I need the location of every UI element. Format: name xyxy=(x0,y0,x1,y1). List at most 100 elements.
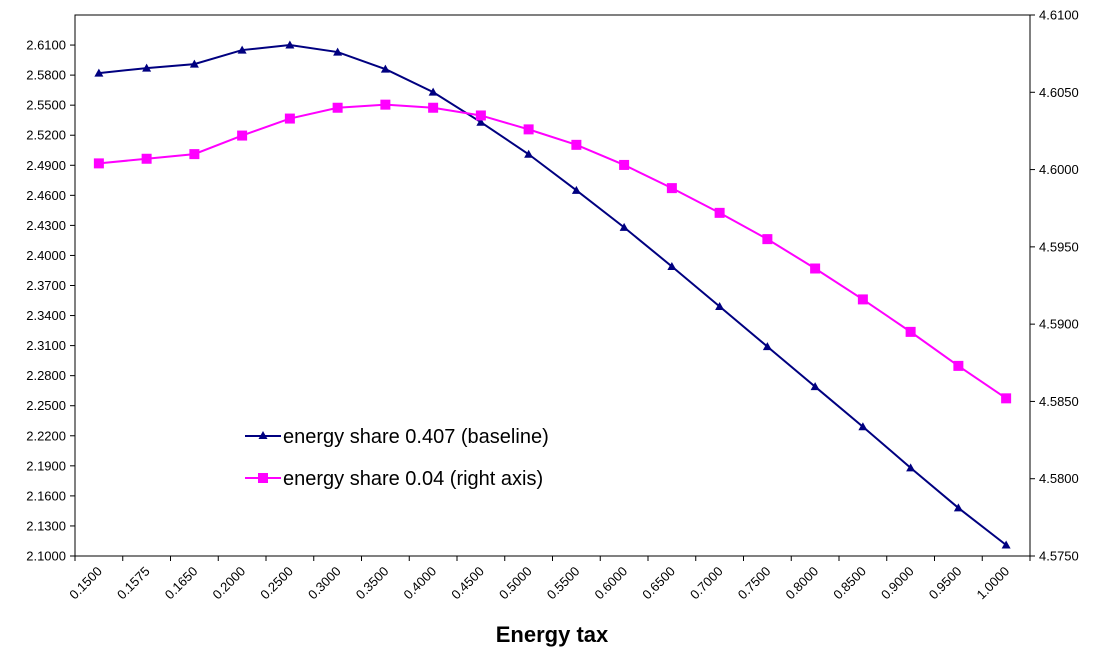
data-point-right-axis xyxy=(571,139,582,150)
data-point-right-axis xyxy=(428,102,439,113)
data-point-baseline xyxy=(142,63,152,72)
left-y-tick-label: 2.1600 xyxy=(26,488,66,503)
left-y-tick-label: 2.5200 xyxy=(26,128,66,143)
x-tick-label: 0.5500 xyxy=(544,564,583,603)
x-tick-label: 0.4500 xyxy=(448,564,487,603)
legend: energy share 0.407 (baseline) energy sha… xyxy=(245,426,549,490)
data-point-right-axis xyxy=(857,294,868,305)
data-point-baseline xyxy=(1001,540,1011,549)
data-point-right-axis xyxy=(714,207,725,218)
x-axis: 0.1500 0.1575 0.1650 0.2000 0.2500 0.3000 0.35… xyxy=(66,556,1031,603)
x-tick-label: 0.2500 xyxy=(257,564,296,603)
left-y-tick-label: 2.2200 xyxy=(26,428,66,443)
x-tick-label: 0.8500 xyxy=(830,564,869,603)
data-point-baseline xyxy=(858,422,868,431)
left-y-tick-label: 2.4600 xyxy=(26,188,66,203)
x-tick-label: 0.2000 xyxy=(210,564,249,603)
left-y-tick-label: 2.4900 xyxy=(26,158,66,173)
data-point-right-axis xyxy=(141,153,152,164)
data-point-right-axis xyxy=(810,263,821,274)
left-y-tick-label: 2.5500 xyxy=(26,98,66,113)
left-y-tick-label: 2.4000 xyxy=(26,248,66,263)
left-y-tick-label: 2.1300 xyxy=(26,518,66,533)
left-y-tick-label: 2.5800 xyxy=(26,68,66,83)
data-point-baseline xyxy=(94,68,104,77)
data-point-baseline xyxy=(619,222,629,231)
x-tick-label: 0.6500 xyxy=(639,564,678,603)
legend-marker-square xyxy=(258,473,268,483)
right-y-tick-label: 4.6000 xyxy=(1039,162,1079,177)
right-y-tick-label: 4.6100 xyxy=(1039,8,1079,23)
data-point-right-axis xyxy=(619,159,630,170)
x-tick-label: 1.0000 xyxy=(974,564,1013,603)
x-tick-label: 0.9000 xyxy=(878,564,917,603)
data-point-right-axis xyxy=(380,99,391,110)
right-y-tick-label: 4.5850 xyxy=(1039,394,1079,409)
right-y-tick-label: 4.5900 xyxy=(1039,317,1079,332)
x-tick-label: 0.4000 xyxy=(401,564,440,603)
x-axis-title: Energy tax xyxy=(496,622,609,647)
data-point-right-axis xyxy=(237,130,248,141)
right-y-tick-label: 4.5950 xyxy=(1039,239,1079,254)
left-y-tick-label: 2.3400 xyxy=(26,308,66,323)
data-point-baseline xyxy=(189,59,199,68)
data-point-baseline xyxy=(762,342,772,351)
data-point-baseline xyxy=(715,302,725,311)
x-tick-label: 0.8000 xyxy=(783,564,822,603)
x-tick-label: 0.1575 xyxy=(114,564,153,603)
data-point-right-axis xyxy=(475,110,486,121)
data-point-right-axis xyxy=(762,234,773,245)
x-tick-label: 0.7000 xyxy=(687,564,726,603)
data-point-right-axis xyxy=(189,149,200,160)
right-y-tick-label: 4.6050 xyxy=(1039,85,1079,100)
data-point-right-axis xyxy=(332,102,343,113)
left-y-tick-label: 2.3100 xyxy=(26,338,66,353)
series-line-right-axis xyxy=(98,103,1007,400)
left-y-tick-label: 2.4300 xyxy=(26,218,66,233)
data-point-baseline xyxy=(428,87,438,96)
x-tick-label: 0.3000 xyxy=(305,564,344,603)
x-tick-label: 0.3500 xyxy=(353,564,392,603)
legend-marker-triangle xyxy=(258,431,268,439)
data-point-right-axis xyxy=(93,158,104,169)
x-tick-label: 0.1650 xyxy=(162,564,201,603)
data-point-right-axis xyxy=(953,360,964,371)
data-point-right-axis xyxy=(523,124,534,135)
data-point-baseline xyxy=(380,64,390,73)
data-point-baseline xyxy=(333,47,343,56)
left-y-tick-label: 2.2500 xyxy=(26,398,66,413)
data-point-right-axis xyxy=(905,326,916,337)
x-tick-label: 0.6000 xyxy=(592,564,631,603)
data-point-baseline xyxy=(667,261,677,270)
data-point-baseline xyxy=(810,382,820,391)
x-tick-label: 0.7500 xyxy=(735,564,774,603)
x-tick-label: 0.5000 xyxy=(496,564,535,603)
left-y-tick-label: 2.1900 xyxy=(26,458,66,473)
x-tick-label: 0.1500 xyxy=(66,564,105,603)
data-point-right-axis xyxy=(666,183,677,194)
legend-label-right-axis: energy share 0.04 (right axis) xyxy=(283,468,543,490)
data-point-baseline xyxy=(571,185,581,194)
right-y-tick-label: 4.5800 xyxy=(1039,471,1079,486)
legend-label-baseline: energy share 0.407 (baseline) xyxy=(283,426,549,448)
left-y-tick-label: 2.6100 xyxy=(26,38,66,53)
data-point-baseline xyxy=(524,149,534,158)
data-point-baseline xyxy=(237,45,247,54)
data-point-right-axis xyxy=(284,113,295,124)
series-layer xyxy=(93,40,1012,549)
left-y-tick-label: 2.2800 xyxy=(26,368,66,383)
left-y-tick-label: 2.3700 xyxy=(26,278,66,293)
data-point-right-axis xyxy=(1001,393,1012,404)
data-point-baseline xyxy=(285,40,295,49)
data-point-baseline xyxy=(476,117,486,126)
x-tick-label: 0.9500 xyxy=(926,564,965,603)
right-y-axis: 4.5750 4.5800 4.5850 4.5900 4.5950 4.6000 4.60… xyxy=(1030,8,1079,564)
data-point-baseline xyxy=(906,463,916,472)
right-y-tick-label: 4.5750 xyxy=(1039,549,1079,564)
left-y-axis: 2.1000 2.1300 2.1600 2.1900 2.2200 2.2500 2.28… xyxy=(26,38,75,564)
series-line-baseline xyxy=(98,44,1007,546)
data-point-baseline xyxy=(953,503,963,512)
left-y-tick-label: 2.1000 xyxy=(26,549,66,564)
